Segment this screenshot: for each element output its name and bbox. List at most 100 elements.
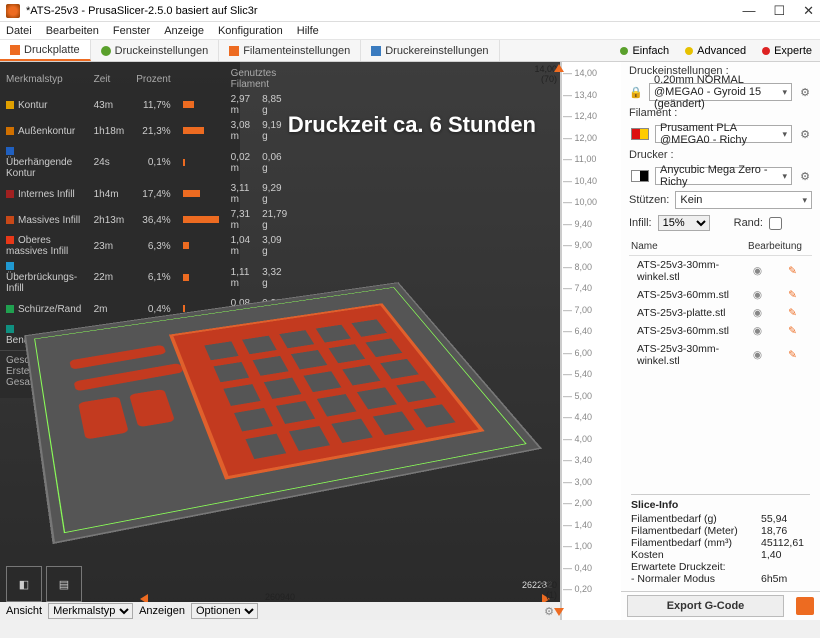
menu-anzeige[interactable]: Anzeige <box>164 25 204 37</box>
edit-icon[interactable]: ✎ <box>775 325 810 337</box>
edit-icon[interactable]: ✎ <box>775 307 810 319</box>
edit-icon[interactable]: ✎ <box>775 349 810 361</box>
ruler-tick: — 13,40 <box>563 90 619 100</box>
gear-icon[interactable]: ⚙ <box>798 127 812 141</box>
ruler-handle-bottom[interactable] <box>554 608 564 616</box>
maximize-button[interactable]: ☐ <box>773 3 785 19</box>
object-row[interactable]: ATS-25v3-30mm-winkel.stl◉✎ <box>629 256 812 286</box>
eye-icon[interactable]: ◉ <box>740 325 775 337</box>
side-panel: Druckeinstellungen : 🔒 0.20mm NORMAL @ME… <box>620 62 820 620</box>
ruler-tick: — 6,00 <box>563 348 619 358</box>
titlebar: *ATS-25v3 - PrusaSlicer-2.5.0 basiert au… <box>0 0 820 22</box>
viewport-controls: Ansicht Merkmalstyp Anzeigen Optionen ⚙ <box>0 602 560 620</box>
printer-select[interactable]: Anycubic Mega Zero - Richy▾ <box>655 167 792 185</box>
edit-icon[interactable]: ✎ <box>775 265 810 277</box>
tab-filament[interactable]: Filamenteinstellungen <box>219 40 361 61</box>
brim-checkbox[interactable] <box>769 217 782 230</box>
object-row[interactable]: ATS-25v3-60mm.stl◉✎ <box>629 286 812 304</box>
gear-icon[interactable]: ⚙ <box>798 169 812 183</box>
sd-card-icon[interactable] <box>796 597 814 615</box>
printer-swatch[interactable] <box>631 170 649 182</box>
slice-info: Slice-Info Filamentbedarf (g)55,94 Filam… <box>621 490 820 591</box>
eye-icon[interactable]: ◉ <box>740 307 775 319</box>
object-row[interactable]: ATS-25v3-30mm-winkel.stl◉✎ <box>629 340 812 370</box>
eye-icon[interactable]: ◉ <box>740 349 775 361</box>
viewport-3d[interactable]: Merkmalstyp Zeit Prozent Genutztes Filam… <box>0 62 560 620</box>
col-feature: Merkmalstyp <box>0 66 88 92</box>
tab-druckeinstellungen[interactable]: Druckeinstellungen <box>91 40 220 61</box>
mode-einfach[interactable]: Einfach <box>612 45 677 57</box>
object-table: NameBearbeitung ATS-25v3-30mm-winkel.stl… <box>629 238 812 370</box>
ruler-horizontal[interactable] <box>140 594 550 602</box>
ruler-h-value: 260940 <box>265 592 295 602</box>
view-cube-layers[interactable]: ▤ <box>46 566 82 602</box>
tab-bar: Druckplatte Druckeinstellungen Filamente… <box>0 40 820 62</box>
object-row[interactable]: ATS-25v3-60mm.stl◉✎ <box>629 322 812 340</box>
stat-row: Überbrückungs-Infill 22m6,1% 1,11 m3,32 … <box>0 259 293 296</box>
col-edit: Bearbeitung <box>740 241 810 252</box>
close-button[interactable]: ✕ <box>803 3 814 19</box>
ansicht-select[interactable]: Merkmalstyp <box>48 603 133 619</box>
col-filament: Genutztes Filament <box>225 66 294 92</box>
ruler-tick: — 0,40 <box>563 563 619 573</box>
ruler-tick: — 14,00 <box>563 68 619 78</box>
infill-select[interactable]: 15% <box>658 215 710 231</box>
stat-row: Außenkontur 1h18m21,3% 3,08 m9,19 g <box>0 118 293 144</box>
col-time: Zeit <box>88 66 131 92</box>
export-gcode-button[interactable]: Export G-Code <box>627 595 784 617</box>
gear-icon[interactable]: ⚙ <box>544 605 554 618</box>
stat-row: Oberes massives Infill 23m6,3% 1,04 m3,0… <box>0 233 293 259</box>
ruler-tick: — 5,00 <box>563 391 619 401</box>
ruler-tick: — 8,00 <box>563 262 619 272</box>
support-select[interactable]: Kein▾ <box>675 191 812 209</box>
mode-advanced[interactable]: Advanced <box>677 45 754 57</box>
ruler-tick: — 6,40 <box>563 326 619 336</box>
ruler-tick: — 1,00 <box>563 541 619 551</box>
object-row[interactable]: ATS-25v3-platte.stl◉✎ <box>629 304 812 322</box>
ruler-tick: — 9,00 <box>563 240 619 250</box>
ruler-tick: — 4,40 <box>563 412 619 422</box>
window-title: *ATS-25v3 - PrusaSlicer-2.5.0 basiert au… <box>26 5 742 17</box>
filament-select[interactable]: Prusament PLA @MEGA0 - Richy▾ <box>655 125 792 143</box>
ruler-tick: — 12,00 <box>563 133 619 143</box>
lock-icon[interactable]: 🔒 <box>629 85 643 99</box>
ruler-tick: — 10,40 <box>563 176 619 186</box>
ruler-tick: — 2,00 <box>563 498 619 508</box>
menu-fenster[interactable]: Fenster <box>113 25 150 37</box>
ruler-tick: — 9,40 <box>563 219 619 229</box>
eye-icon[interactable]: ◉ <box>740 265 775 277</box>
view-cube-solid[interactable]: ◧ <box>6 566 42 602</box>
menu-datei[interactable]: Datei <box>6 25 32 37</box>
ruler-tick: — 12,40 <box>563 111 619 121</box>
mode-experte[interactable]: Experte <box>754 45 820 57</box>
stat-row: Überhängende Kontur 24s0,1% 0,02 m0,06 g <box>0 144 293 181</box>
edit-icon[interactable]: ✎ <box>775 289 810 301</box>
menu-hilfe[interactable]: Hilfe <box>297 25 319 37</box>
ruler-tick: — 5,40 <box>563 369 619 379</box>
eye-icon[interactable]: ◉ <box>740 289 775 301</box>
infill-label: Infill: <box>629 217 652 229</box>
export-bar: Export G-Code <box>621 591 820 620</box>
anzeigen-select[interactable]: Optionen <box>191 603 258 619</box>
ruler-vertical[interactable]: 14,00(70) 0,20(1) — 14,00— 13,40— 12,40—… <box>560 62 620 620</box>
filament-swatch[interactable] <box>631 128 649 140</box>
print-settings-select[interactable]: 0.20mm NORMAL @MEGA0 - Gyroid 15 (geände… <box>649 83 792 101</box>
stat-row: Massives Infill 2h13m36,4% 7,31 m21,79 g <box>0 207 293 233</box>
minimize-button[interactable]: — <box>742 3 755 19</box>
stat-row: Kontur 43m11,7% 2,97 m8,85 g <box>0 92 293 118</box>
ruler-tick: — 7,40 <box>563 283 619 293</box>
ruler-tick: — 3,00 <box>563 477 619 487</box>
menubar: Datei Bearbeiten Fenster Anzeige Konfigu… <box>0 22 820 40</box>
ruler-tick: — 1,40 <box>563 520 619 530</box>
tab-druckplatte[interactable]: Druckplatte <box>0 40 91 61</box>
overlay-text: Druckzeit ca. 6 Stunden <box>288 112 536 138</box>
ruler-tick: — 0,20 <box>563 584 619 594</box>
stat-row: Internes Infill 1h4m17,4% 3,11 m9,29 g <box>0 181 293 207</box>
gear-icon[interactable]: ⚙ <box>798 85 812 99</box>
filament-label: Filament : <box>629 107 677 119</box>
ansicht-label: Ansicht <box>6 605 42 617</box>
menu-bearbeiten[interactable]: Bearbeiten <box>46 25 99 37</box>
tab-drucker[interactable]: Druckereinstellungen <box>361 40 499 61</box>
menu-konfiguration[interactable]: Konfiguration <box>218 25 283 37</box>
col-name: Name <box>631 241 740 252</box>
